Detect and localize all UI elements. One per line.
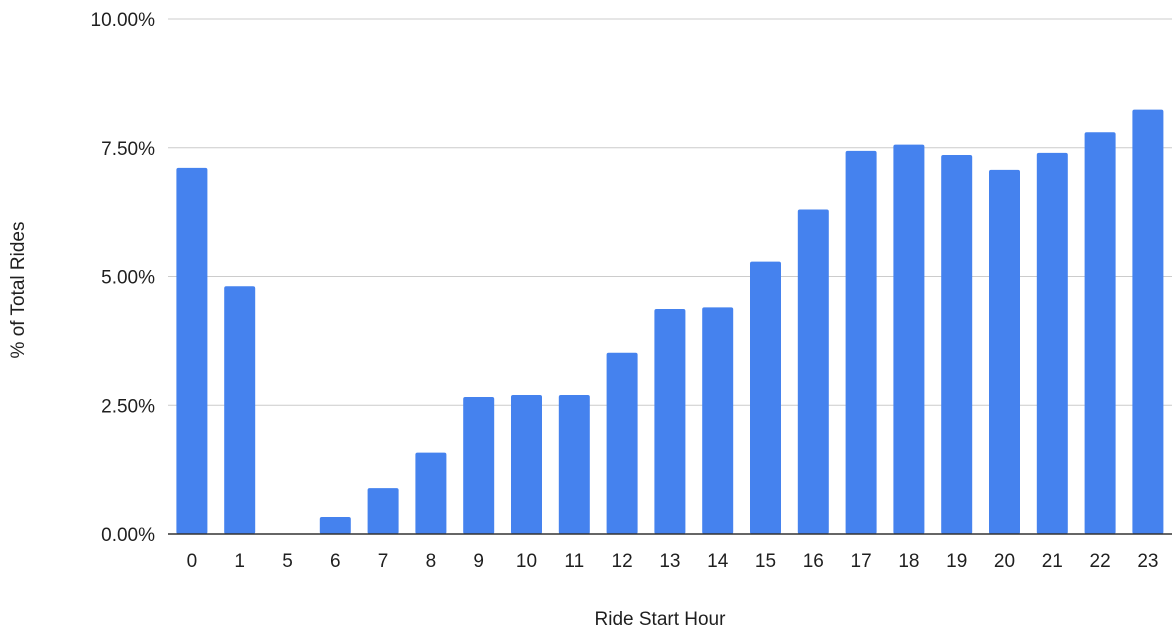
x-tick-label: 22 — [1090, 551, 1111, 572]
y-axis-title: % of Total Rides — [8, 222, 29, 359]
x-tick-label: 20 — [994, 551, 1015, 572]
x-tick-label: 18 — [898, 551, 919, 572]
x-tick-label: 9 — [473, 551, 484, 572]
x-tick-label: 10 — [516, 551, 537, 572]
x-tick-label: 11 — [564, 551, 584, 572]
x-tick-label: 0 — [187, 551, 198, 572]
bar-hour-18 — [893, 144, 925, 534]
bar-hour-1 — [224, 286, 256, 534]
bar-hour-11 — [558, 394, 590, 534]
bar-hour-9 — [463, 397, 495, 534]
bar-hour-16 — [797, 209, 829, 535]
x-tick-label: 23 — [1137, 551, 1158, 572]
bar-hour-10 — [511, 394, 542, 534]
x-tick-label: 13 — [659, 551, 680, 572]
x-tick-label: 21 — [1042, 551, 1063, 572]
bar-hour-19 — [941, 154, 973, 534]
bar-hour-14 — [702, 307, 734, 534]
x-tick-label: 12 — [612, 551, 633, 572]
x-axis-tick-labels: 0 1 5 6 7 8 9 10 11 12 13 14 15 16 17 18 19 20 21 22 23 — [187, 551, 1159, 572]
y-tick-label: 7.50% — [101, 139, 155, 160]
x-tick-label: 14 — [707, 551, 729, 572]
bar-hour-15 — [750, 261, 781, 534]
bar-hour-23 — [1132, 109, 1164, 534]
x-axis-title: Ride Start Hour — [595, 609, 727, 630]
x-tick-label: 17 — [851, 551, 872, 572]
x-tick-label: 8 — [426, 551, 437, 572]
x-tick-label: 1 — [234, 551, 245, 572]
y-tick-label: 5.00% — [101, 268, 155, 289]
x-tick-label: 15 — [755, 551, 776, 572]
bar-hour-21 — [1036, 152, 1068, 534]
bar-hour-13 — [654, 308, 686, 534]
x-tick-label: 16 — [803, 551, 824, 572]
bar-hour-8 — [415, 452, 447, 534]
x-tick-label: 7 — [378, 551, 389, 572]
bar-hour-20 — [989, 169, 1020, 534]
bars — [176, 109, 1164, 535]
bar-hour-12 — [606, 352, 638, 534]
y-tick-label: 0.00% — [101, 525, 155, 546]
bar-hour-22 — [1084, 132, 1116, 535]
bar-hour-6 — [319, 517, 351, 534]
x-tick-label: 6 — [330, 551, 341, 572]
x-tick-label: 5 — [282, 551, 293, 572]
x-tick-label: 19 — [946, 551, 967, 572]
y-tick-label: 10.00% — [91, 10, 156, 31]
bar-hour-17 — [845, 150, 877, 534]
y-tick-label: 2.50% — [101, 396, 155, 417]
bar-hour-0 — [176, 167, 208, 534]
y-axis-tick-labels: 0.00% 2.50% 5.00% 7.50% 10.00% — [91, 10, 156, 546]
bar-hour-7 — [367, 488, 399, 534]
